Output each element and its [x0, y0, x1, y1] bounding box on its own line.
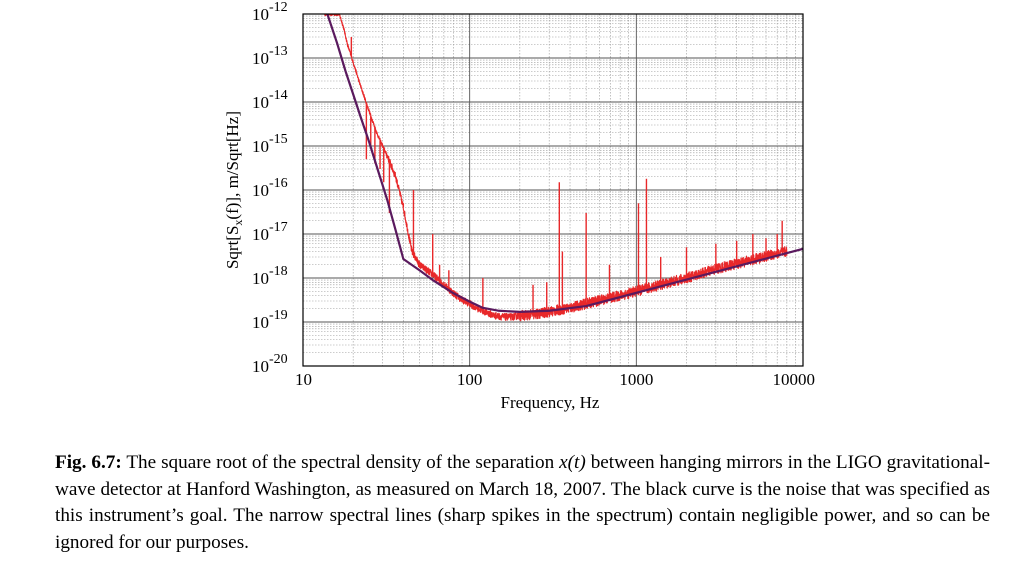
plot-frame: [302, 13, 804, 367]
caption-text-2: between hanging mirrors in the LIGO grav…: [55, 452, 990, 553]
y-tick-base: 10: [252, 93, 269, 112]
y-axis-label: Sqrt[Sx(f)], m/Sqrt[Hz]: [223, 111, 245, 269]
y-tick-label: 10-14: [252, 88, 288, 112]
y-tick-base: 10: [252, 181, 269, 200]
x-tick-label: 10: [295, 370, 312, 389]
caption-text-1: The square root of the spectral density …: [121, 452, 560, 473]
x-tick-labels: 10 100 1000 10000: [295, 370, 815, 389]
y-tick-label: 10-13: [252, 44, 288, 68]
y-tick-base: 10: [252, 137, 269, 156]
y-tick-power: -20: [269, 352, 288, 367]
y-tick-power: -14: [269, 88, 288, 103]
y-tick-base: 10: [252, 313, 269, 332]
y-tick-label: 10-20: [252, 352, 288, 376]
noise-spectrum-chart: 10-1210-1310-1410-1510-1610-1710-1810-19…: [223, 0, 815, 412]
y-tick-labels: 10-1210-1310-1410-1510-1610-1710-1810-19…: [252, 0, 288, 376]
y-tick-label: 10-19: [252, 308, 288, 332]
y-tick-label: 10-12: [252, 0, 288, 24]
y-tick-base: 10: [252, 5, 269, 24]
y-tick-label: 10-17: [252, 220, 288, 244]
y-axis-label-post: (f)], m/Sqrt[Hz]: [223, 111, 242, 220]
y-tick-power: -19: [269, 308, 288, 323]
y-tick-label: 10-18: [252, 264, 288, 288]
y-axis-label-sub: x: [231, 220, 245, 226]
y-axis-label-pre: Sqrt[S: [223, 226, 242, 269]
y-tick-label: 10-16: [252, 176, 288, 200]
y-tick-base: 10: [252, 269, 269, 288]
caption-variable: x(t): [559, 452, 586, 473]
series-layer: [324, 14, 803, 322]
y-tick-base: 10: [252, 357, 269, 376]
design-goal-line: [326, 14, 803, 313]
y-tick-power: -16: [269, 176, 288, 191]
caption-label: Fig. 6.7:: [55, 452, 122, 473]
x-axis-label: Frequency, Hz: [501, 393, 600, 412]
y-tick-power: -15: [269, 132, 288, 147]
y-tick-power: -13: [269, 44, 288, 59]
x-tick-label: 1000: [619, 370, 653, 389]
x-tick-label: 10000: [773, 370, 816, 389]
minor-gridlines: [303, 14, 803, 366]
figure-caption: Fig. 6.7: The square root of the spectra…: [55, 450, 990, 556]
x-tick-label: 100: [457, 370, 483, 389]
measured-noise-line: [324, 14, 788, 322]
y-tick-power: -18: [269, 264, 288, 279]
y-tick-label: 10-15: [252, 132, 288, 156]
y-tick-base: 10: [252, 49, 269, 68]
y-tick-base: 10: [252, 225, 269, 244]
y-tick-power: -17: [269, 220, 288, 235]
y-tick-power: -12: [269, 0, 288, 15]
